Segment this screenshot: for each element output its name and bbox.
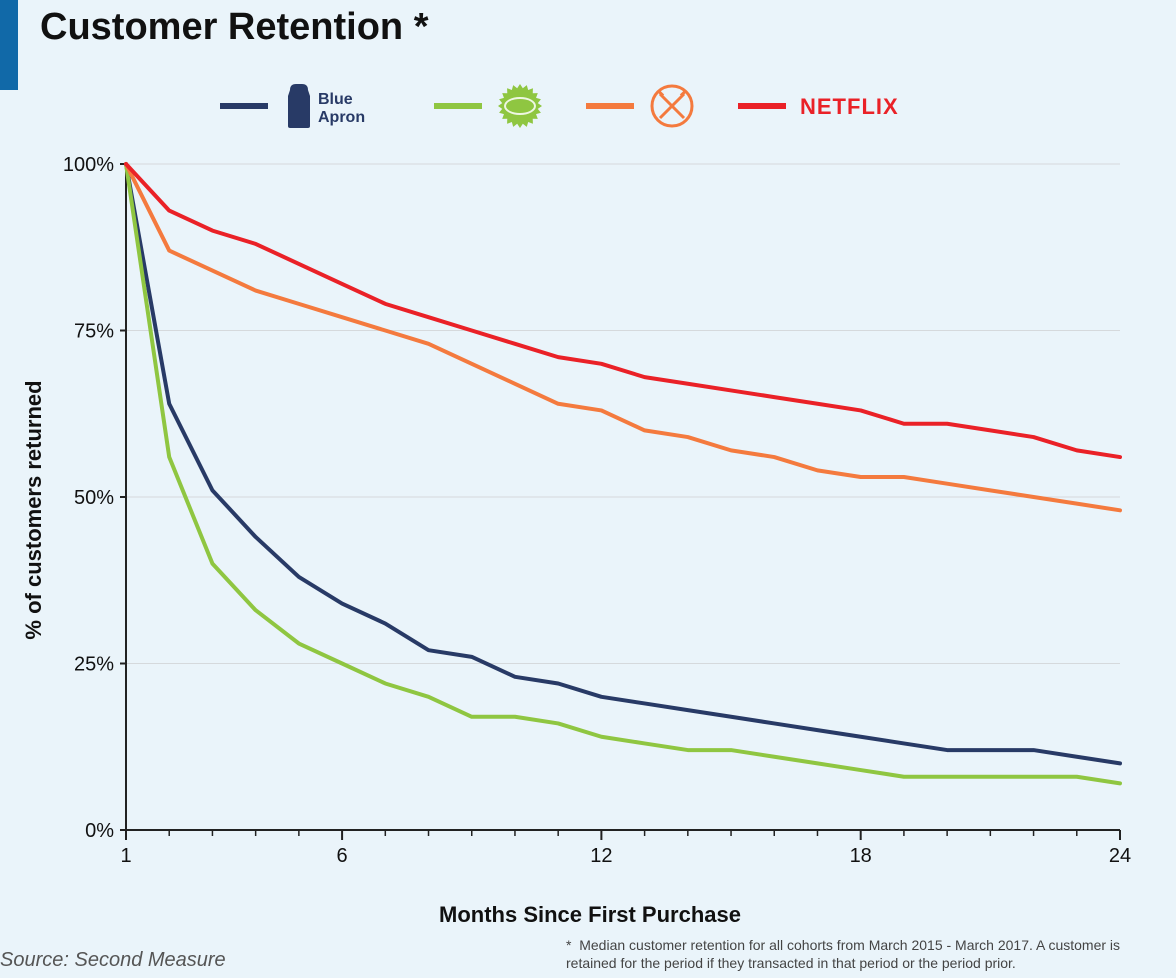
footnote-text: Median customer retention for all cohort… xyxy=(566,937,1120,971)
legend-swatch xyxy=(434,103,482,109)
x-tick-label: 1 xyxy=(120,845,131,867)
legend-swatch xyxy=(586,103,634,109)
plot-area: % of customers returned 0%25%50%75%100%1… xyxy=(40,150,1140,870)
legend-item xyxy=(586,82,696,130)
y-tick-label: 75% xyxy=(74,321,114,343)
accent-bar xyxy=(0,0,18,90)
x-tick-label: 6 xyxy=(337,845,348,867)
source-label: Source: Second Measure xyxy=(0,949,226,972)
series-line xyxy=(126,164,1120,457)
x-axis-label: Months Since First Purchase xyxy=(439,902,741,928)
y-tick-label: 25% xyxy=(74,654,114,676)
legend-item xyxy=(434,82,544,130)
svg-text:Blue: Blue xyxy=(318,91,353,108)
y-tick-label: 0% xyxy=(85,820,114,842)
svg-text:NETFLIX: NETFLIX xyxy=(800,94,899,119)
legend-item: Blue Apron xyxy=(220,82,392,130)
x-tick-label: 12 xyxy=(590,845,612,867)
y-tick-label: 50% xyxy=(74,487,114,509)
legend-logo-icon xyxy=(648,82,696,130)
chart-title: Customer Retention * xyxy=(40,6,428,49)
legend-swatch xyxy=(738,103,786,109)
x-tick-label: 24 xyxy=(1109,845,1131,867)
legend: Blue Apron NETFLIX xyxy=(220,74,1136,138)
footnote: * Median customer retention for all coho… xyxy=(566,936,1156,972)
chart-svg: 0% 25% 50% 75% 100% 1 6 12 18 24 xyxy=(40,150,1140,870)
series-line xyxy=(126,164,1120,783)
x-tick-label: 18 xyxy=(850,845,872,867)
y-tick-label: 100% xyxy=(63,154,114,176)
footnote-marker: * xyxy=(566,937,571,953)
series-line xyxy=(126,164,1120,510)
svg-text:Apron: Apron xyxy=(318,109,365,126)
legend-logo-icon: Blue Apron xyxy=(282,82,392,130)
legend-item: NETFLIX xyxy=(738,82,900,130)
legend-logo-icon: NETFLIX xyxy=(800,82,900,130)
legend-logo-icon xyxy=(496,82,544,130)
y-axis-label: % of customers returned xyxy=(21,380,47,639)
legend-swatch xyxy=(220,103,268,109)
